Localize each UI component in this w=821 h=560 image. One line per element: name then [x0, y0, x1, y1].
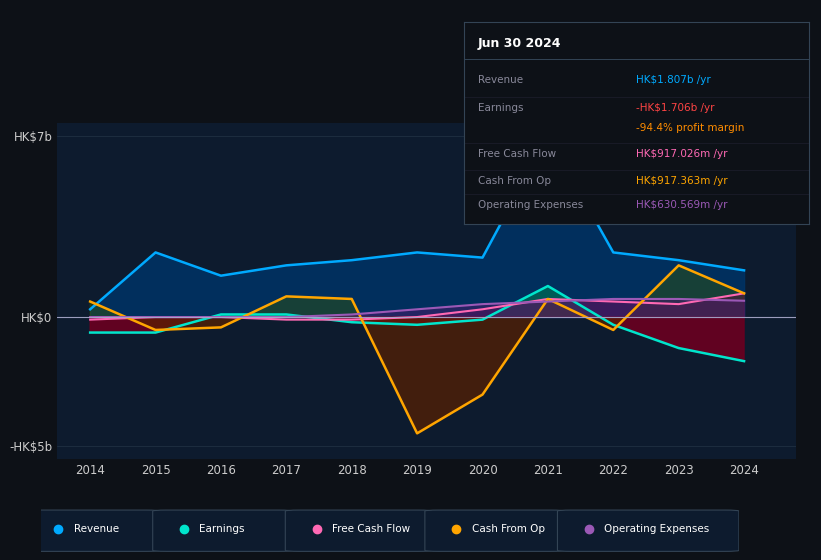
- Text: -HK$1.706b /yr: -HK$1.706b /yr: [636, 103, 715, 113]
- FancyBboxPatch shape: [557, 510, 739, 552]
- Text: Revenue: Revenue: [478, 75, 523, 85]
- Text: Earnings: Earnings: [200, 524, 245, 534]
- Text: Earnings: Earnings: [478, 103, 523, 113]
- Text: HK$917.363m /yr: HK$917.363m /yr: [636, 176, 728, 185]
- FancyBboxPatch shape: [425, 510, 565, 552]
- FancyBboxPatch shape: [153, 510, 292, 552]
- Text: Operating Expenses: Operating Expenses: [604, 524, 709, 534]
- Text: HK$630.569m /yr: HK$630.569m /yr: [636, 200, 727, 210]
- Text: Free Cash Flow: Free Cash Flow: [478, 150, 556, 160]
- Text: HK$1.807b /yr: HK$1.807b /yr: [636, 75, 711, 85]
- Text: Free Cash Flow: Free Cash Flow: [332, 524, 410, 534]
- Text: Revenue: Revenue: [74, 524, 119, 534]
- FancyBboxPatch shape: [27, 510, 160, 552]
- Text: -94.4% profit margin: -94.4% profit margin: [636, 123, 745, 133]
- Text: HK$917.026m /yr: HK$917.026m /yr: [636, 150, 727, 160]
- Text: Cash From Op: Cash From Op: [471, 524, 544, 534]
- Text: Cash From Op: Cash From Op: [478, 176, 551, 185]
- Text: Operating Expenses: Operating Expenses: [478, 200, 583, 210]
- Text: Jun 30 2024: Jun 30 2024: [478, 36, 562, 49]
- FancyBboxPatch shape: [286, 510, 432, 552]
